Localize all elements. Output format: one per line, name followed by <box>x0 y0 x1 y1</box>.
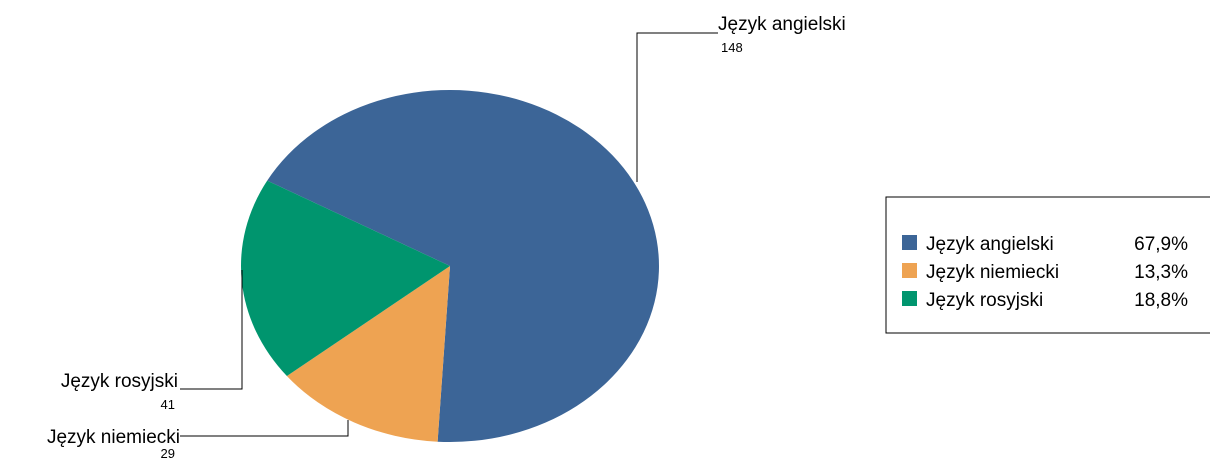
legend: Język angielski 67,9% Język niemiecki 13,3%… <box>885 196 1210 334</box>
callout-value-jezyk-angielski: 148 <box>721 40 743 55</box>
callout-label-jezyk-rosyjski: Język rosyjski <box>61 371 178 392</box>
callout-label-jezyk-niemiecki: Język niemiecki <box>47 427 180 448</box>
leader-line-jezyk-rosyjski <box>180 270 243 390</box>
legend-swatch-jezyk-niemiecki <box>902 263 917 278</box>
legend-percent-jezyk-rosyjski: 18,8% <box>1134 290 1188 311</box>
legend-items: Język angielski 67,9% Język niemiecki 13,3%… <box>902 234 1188 311</box>
legend-label-jezyk-rosyjski: Język rosyjski <box>926 290 1043 311</box>
callout-value-jezyk-niemiecki: 29 <box>161 446 175 459</box>
leader-line-jezyk-angielski <box>636 32 718 182</box>
legend-label-jezyk-niemiecki: Język niemiecki <box>926 262 1059 283</box>
callout-value-jezyk-rosyjski: 41 <box>161 397 175 412</box>
pie-slices <box>240 90 659 443</box>
legend-percent-jezyk-angielski: 67,9% <box>1134 234 1188 255</box>
pie-slice-jezyk-angielski <box>267 90 659 443</box>
callout-label-jezyk-angielski: Język angielski <box>718 14 846 35</box>
legend-label-jezyk-angielski: Język angielski <box>926 234 1054 255</box>
legend-swatch-jezyk-angielski <box>902 235 917 250</box>
legend-box <box>885 196 1210 334</box>
legend-percent-jezyk-niemiecki: 13,3% <box>1134 262 1188 283</box>
leader-line-jezyk-niemiecki <box>180 420 349 437</box>
pie-slice-jezyk-rosyjski <box>240 180 450 377</box>
pie-slice-jezyk-niemiecki <box>286 266 450 442</box>
legend-swatch-jezyk-rosyjski <box>902 291 917 306</box>
